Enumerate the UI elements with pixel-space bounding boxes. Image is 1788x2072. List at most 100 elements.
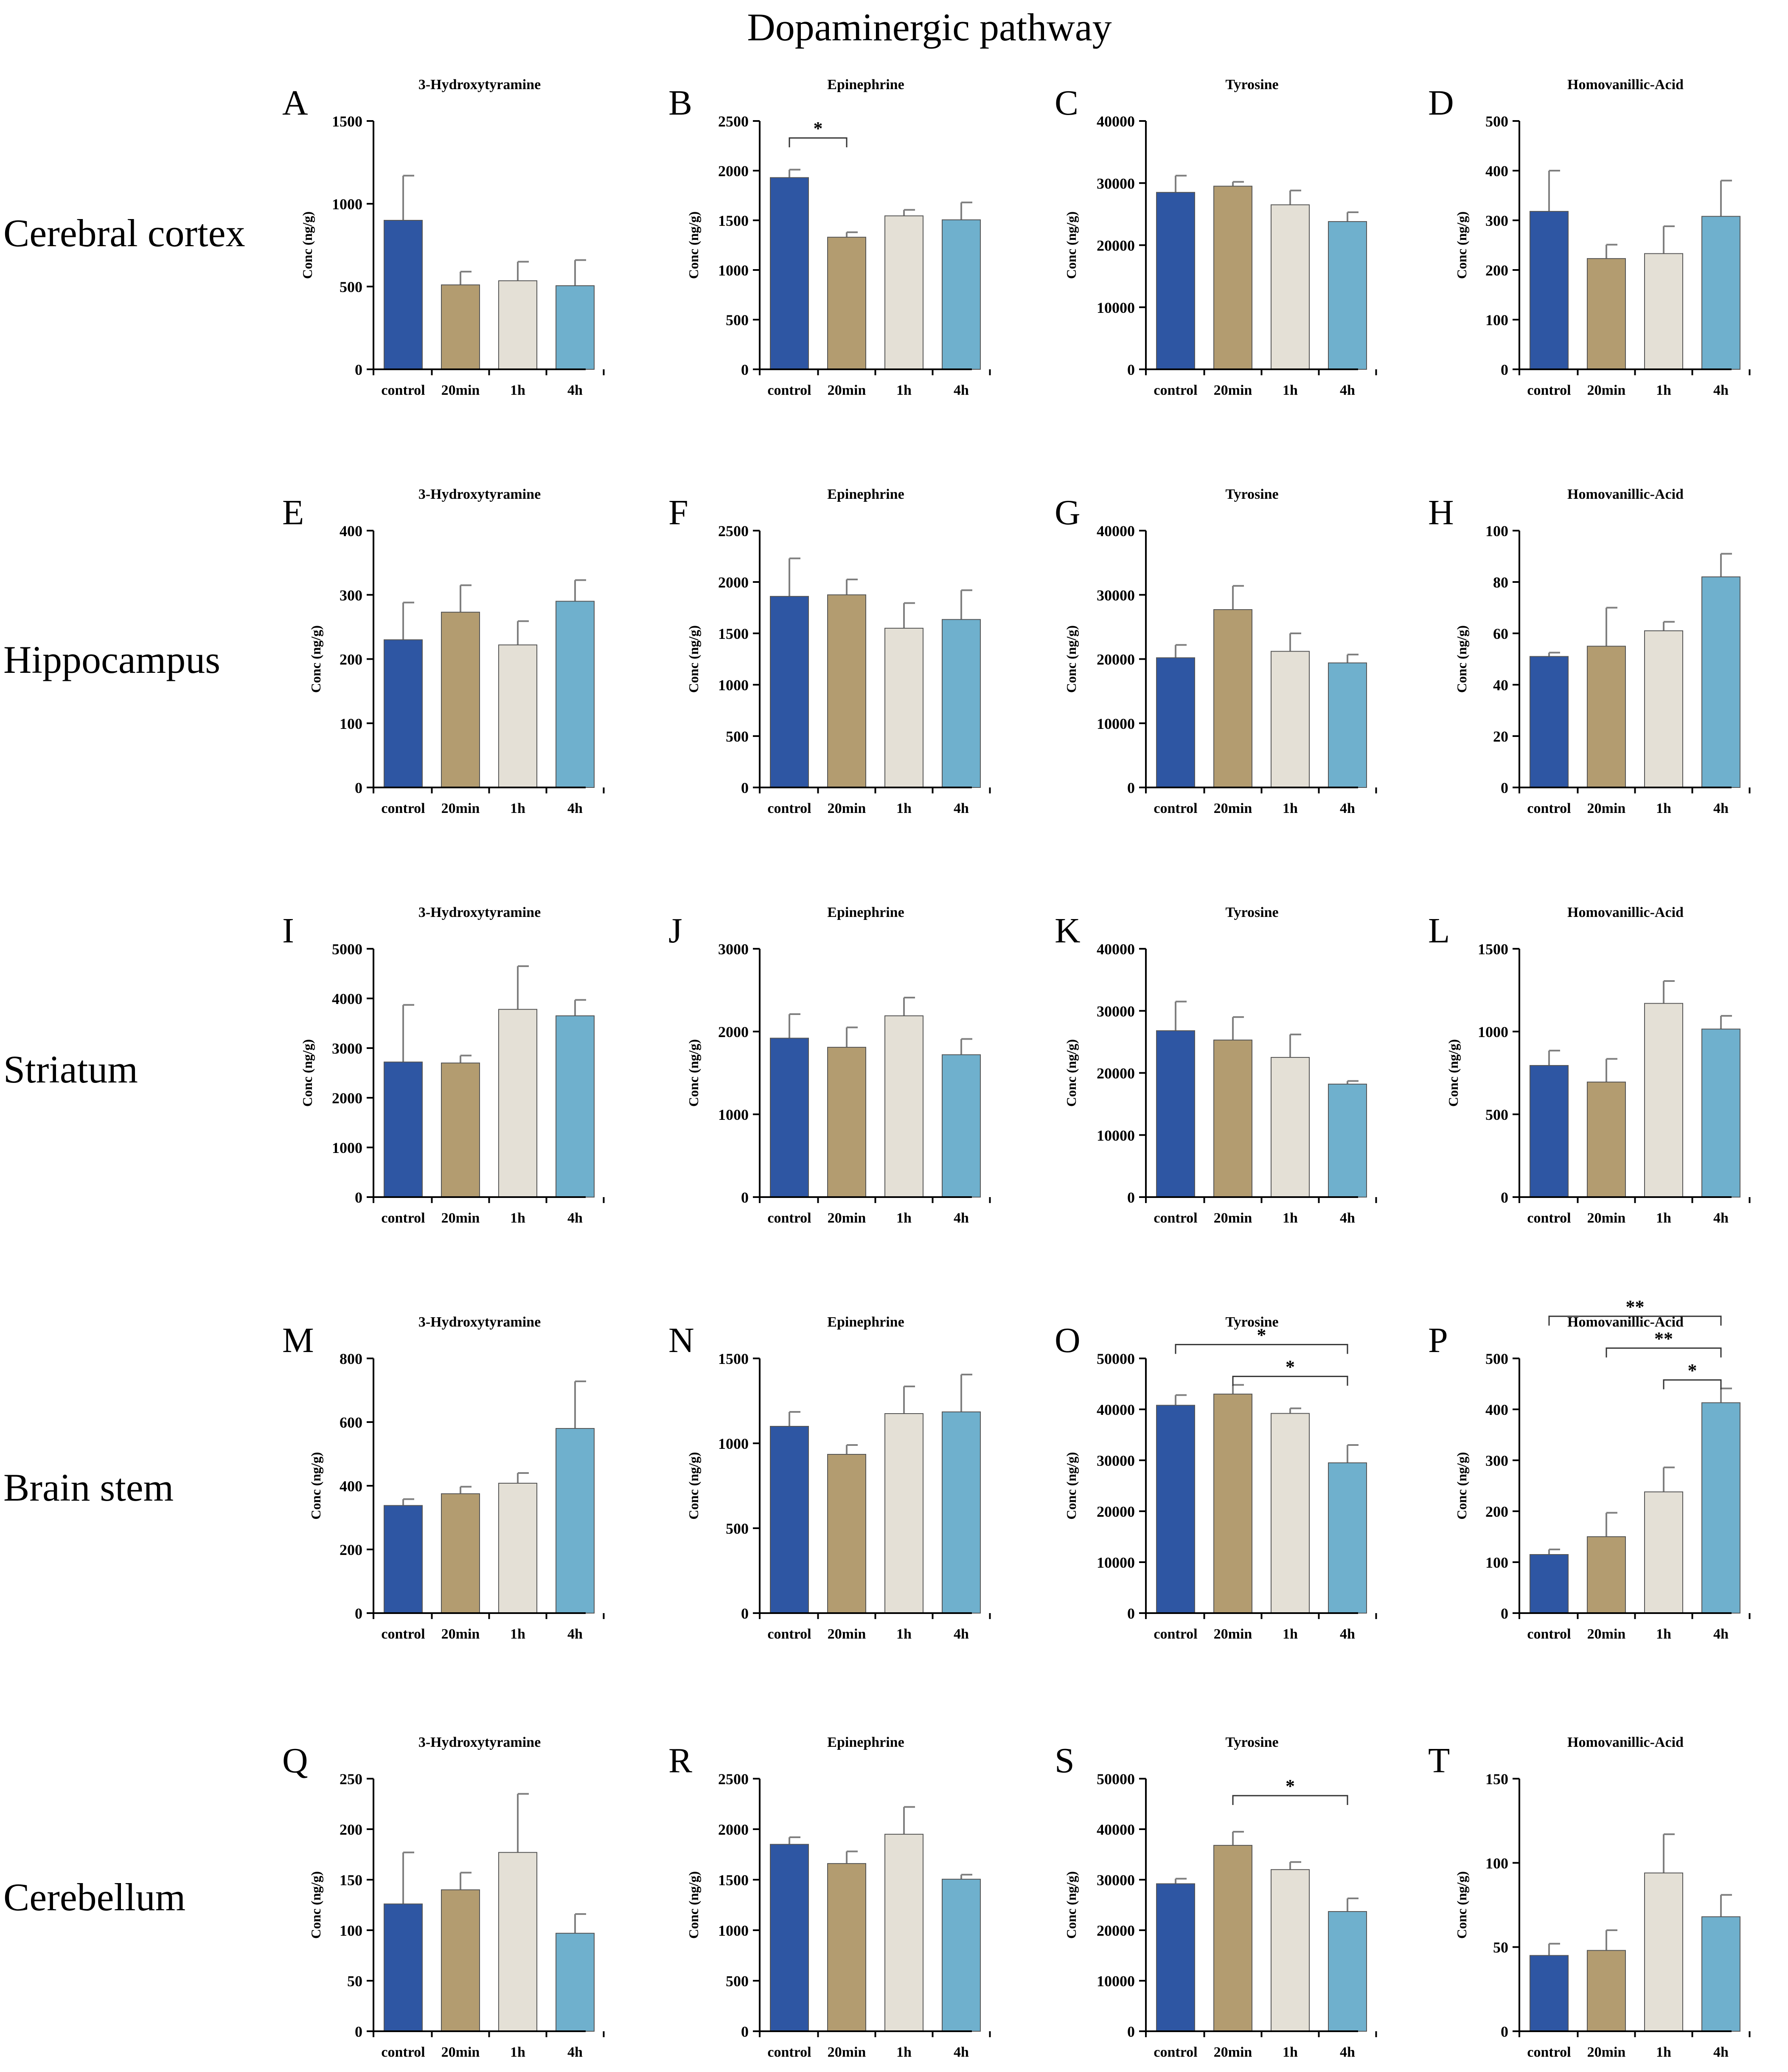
y-tick-label-a-2: 1000 xyxy=(332,196,362,213)
y-tick-label-b-0: 0 xyxy=(741,361,749,378)
panel-letter-s: S xyxy=(1055,1741,1075,1780)
y-axis-label-h: Conc (ng/g) xyxy=(1454,625,1469,693)
y-tick-label-n-2: 1000 xyxy=(718,1435,749,1452)
significance-bracket-p-1: ** xyxy=(1606,1328,1722,1358)
y-tick-label-p-1: 100 xyxy=(1485,1554,1508,1571)
y-tick-label-l-0: 0 xyxy=(1501,1189,1508,1206)
category-label-m-control: control xyxy=(381,1626,425,1642)
category-label-j-20min: 20min xyxy=(828,1210,866,1226)
chart-panel-k: K Tyrosine control 20min 1h 4h 0 10000 20000 3000… xyxy=(1055,905,1377,1226)
row-label-cerebellum: Cerebellum xyxy=(3,1875,185,1919)
bar-p-1h xyxy=(1644,1491,1683,1614)
category-label-t-1h: 1h xyxy=(1656,2044,1671,2060)
chart-title-e: 3-Hydroxytyramine xyxy=(418,486,541,502)
panel-letter-i: I xyxy=(282,911,294,950)
chart-panel-o: O Tyrosine control 20min 1h 4h 0 10000 20000 3000… xyxy=(1055,1314,1377,1642)
category-label-n-1h: 1h xyxy=(896,1626,912,1642)
significance-bracket-o-0: * xyxy=(1175,1324,1348,1354)
chart-title-a: 3-Hydroxytyramine xyxy=(418,77,541,93)
category-label-b-4h: 4h xyxy=(954,382,969,398)
y-tick-label-n-1: 500 xyxy=(726,1520,749,1537)
significance-label-p-1: ** xyxy=(1654,1328,1673,1349)
category-label-i-4h: 4h xyxy=(567,1210,583,1226)
bar-c-4h xyxy=(1328,221,1367,370)
y-axis-label-i: Conc (ng/g) xyxy=(300,1039,315,1107)
bar-l-20min xyxy=(1587,1081,1626,1198)
category-label-c-1h: 1h xyxy=(1283,382,1298,398)
bar-g-control xyxy=(1156,657,1195,788)
significance-line-p-1 xyxy=(1606,1347,1722,1358)
y-tick-label-r-3: 1500 xyxy=(718,1872,749,1889)
y-tick-label-k-0: 0 xyxy=(1127,1189,1135,1206)
y-tick-label-p-4: 400 xyxy=(1485,1401,1508,1418)
y-tick-label-j-1: 1000 xyxy=(718,1106,749,1123)
y-axis-label-s: Conc (ng/g) xyxy=(1064,1871,1079,1939)
category-label-q-4h: 4h xyxy=(567,2044,583,2060)
y-tick-label-f-2: 1000 xyxy=(718,677,749,694)
y-tick-label-t-3: 150 xyxy=(1485,1771,1508,1788)
bar-e-control xyxy=(384,639,423,788)
category-label-h-control: control xyxy=(1527,801,1571,816)
y-tick-label-s-1: 10000 xyxy=(1097,1973,1135,1990)
y-tick-label-o-2: 20000 xyxy=(1097,1503,1135,1520)
y-tick-label-k-3: 30000 xyxy=(1097,1003,1135,1020)
y-tick-label-b-5: 2500 xyxy=(718,113,749,130)
significance-label-o-0: * xyxy=(1257,1324,1266,1345)
category-label-i-1h: 1h xyxy=(510,1210,525,1226)
y-tick-label-d-5: 500 xyxy=(1485,113,1508,130)
bar-i-20min xyxy=(441,1063,480,1198)
chart-panel-s: S Tyrosine control 20min 1h 4h 0 10000 20000 3000… xyxy=(1055,1735,1377,2060)
category-label-i-20min: 20min xyxy=(441,1210,480,1226)
bar-i-1h xyxy=(498,1009,537,1198)
y-tick-label-j-0: 0 xyxy=(741,1189,749,1206)
chart-title-g: Tyrosine xyxy=(1225,486,1278,502)
category-label-f-4h: 4h xyxy=(954,801,969,816)
bar-q-20min xyxy=(441,1889,480,2032)
bar-g-4h xyxy=(1328,662,1367,788)
bar-l-4h xyxy=(1701,1029,1740,1198)
y-axis-label-g: Conc (ng/g) xyxy=(1064,625,1079,693)
bar-s-20min xyxy=(1213,1845,1252,2032)
bar-b-20min xyxy=(827,236,866,370)
bar-p-4h xyxy=(1701,1402,1740,1614)
bar-c-20min xyxy=(1213,186,1252,370)
chart-panel-r: R Epinephrine control 20min 1h 4h 0 500 1000 1500… xyxy=(668,1735,991,2060)
bar-r-4h xyxy=(942,1878,981,2032)
category-label-q-1h: 1h xyxy=(510,2044,525,2060)
y-tick-label-g-2: 20000 xyxy=(1097,651,1135,668)
bar-p-20min xyxy=(1587,1536,1626,1614)
bar-e-1h xyxy=(498,644,537,788)
y-axis-label-k: Conc (ng/g) xyxy=(1064,1039,1079,1107)
bar-b-4h xyxy=(942,219,981,370)
panel-letter-d: D xyxy=(1428,83,1454,123)
category-label-e-control: control xyxy=(381,801,425,816)
bar-g-20min xyxy=(1213,609,1252,788)
category-label-q-20min: 20min xyxy=(441,2044,480,2060)
category-label-o-20min: 20min xyxy=(1214,1626,1252,1642)
panel-letter-n: N xyxy=(668,1321,694,1360)
bar-a-1h xyxy=(498,280,537,370)
bar-e-20min xyxy=(441,612,480,788)
category-label-s-control: control xyxy=(1154,2044,1197,2060)
y-axis-label-j: Conc (ng/g) xyxy=(686,1039,701,1107)
y-tick-label-r-5: 2500 xyxy=(718,1771,749,1788)
category-label-o-control: control xyxy=(1154,1626,1197,1642)
bar-k-1h xyxy=(1271,1057,1310,1198)
significance-line-p-2 xyxy=(1663,1379,1722,1389)
y-tick-label-d-0: 0 xyxy=(1501,361,1508,378)
y-tick-label-o-0: 0 xyxy=(1127,1605,1135,1622)
y-tick-label-b-2: 1000 xyxy=(718,262,749,279)
bar-o-20min xyxy=(1213,1394,1252,1614)
category-label-r-20min: 20min xyxy=(828,2044,866,2060)
chart-panel-h: H Homovanillic-Acid control 20min 1h 4h 0 20 40 6… xyxy=(1428,486,1751,816)
y-tick-label-i-1: 1000 xyxy=(332,1139,362,1156)
y-tick-label-i-0: 0 xyxy=(355,1189,362,1206)
chart-panel-g: G Tyrosine control 20min 1h 4h 0 10000 20000 3000… xyxy=(1055,486,1377,816)
y-tick-label-b-1: 500 xyxy=(726,312,749,329)
y-tick-label-e-2: 200 xyxy=(340,651,362,668)
y-tick-label-h-1: 20 xyxy=(1493,728,1508,745)
chart-title-c: Tyrosine xyxy=(1225,77,1278,93)
category-label-p-1h: 1h xyxy=(1656,1626,1671,1642)
bar-q-4h xyxy=(556,1933,595,2032)
